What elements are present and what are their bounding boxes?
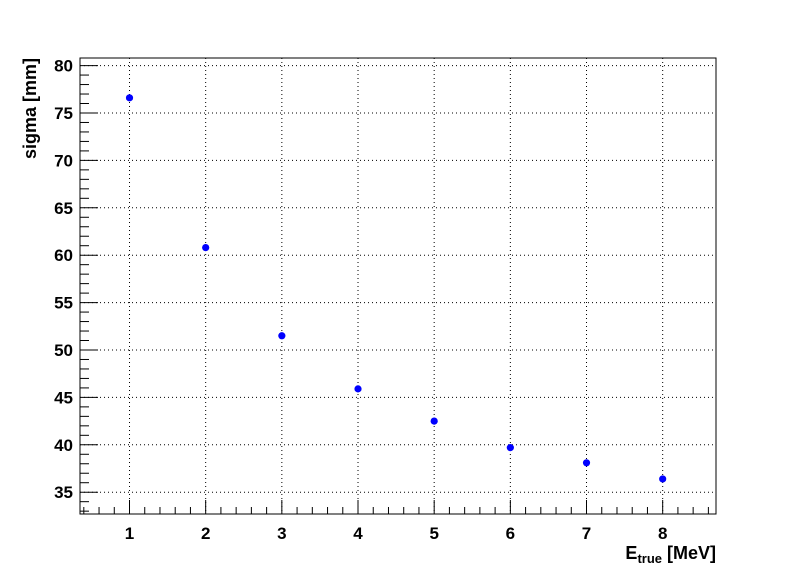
- x-axis-title: Etrue [MeV]: [625, 543, 716, 566]
- data-point: [430, 417, 438, 425]
- x-tick-labels: 1 2 3 4 5 6 7 8: [125, 524, 668, 543]
- data-point: [582, 459, 591, 467]
- y-axis-title: sigma [mm]: [20, 58, 40, 159]
- x-tick-label: 8: [658, 524, 667, 543]
- x-tick-label: 4: [353, 524, 363, 543]
- data-points: [125, 94, 667, 483]
- data-point: [659, 475, 667, 483]
- data-point: [354, 385, 362, 393]
- y-tick-label: 45: [54, 388, 73, 407]
- data-point: [202, 244, 210, 252]
- data-point: [278, 332, 286, 340]
- y-tick-label: 55: [54, 294, 73, 313]
- plot-area: [79, 57, 717, 515]
- axis-ticks: [80, 65, 709, 514]
- x-axis-title-main: E: [625, 543, 637, 563]
- y-tick-label: 35: [54, 483, 73, 502]
- x-axis-title-unit: [MeV]: [662, 543, 716, 563]
- y-tick-label: 70: [54, 151, 73, 170]
- data-point: [506, 444, 514, 452]
- x-tick-label: 6: [506, 524, 515, 543]
- grid-lines: [80, 58, 716, 514]
- y-tick-labels: 35 40 45 50 55 60 65 70 75 80: [54, 57, 73, 503]
- y-tick-label: 65: [54, 199, 73, 218]
- y-tick-label: 80: [54, 57, 73, 76]
- x-tick-label: 2: [201, 524, 210, 543]
- x-tick-label: 7: [582, 524, 591, 543]
- y-tick-label: 75: [54, 104, 73, 123]
- y-tick-label: 60: [54, 246, 73, 265]
- data-point: [125, 94, 134, 102]
- x-tick-label: 5: [429, 524, 438, 543]
- x-tick-label: 3: [277, 524, 286, 543]
- x-axis-title-subscript: true: [637, 551, 662, 566]
- y-tick-label: 50: [54, 341, 73, 360]
- x-tick-label: 1: [125, 524, 134, 543]
- y-tick-label: 40: [54, 436, 73, 455]
